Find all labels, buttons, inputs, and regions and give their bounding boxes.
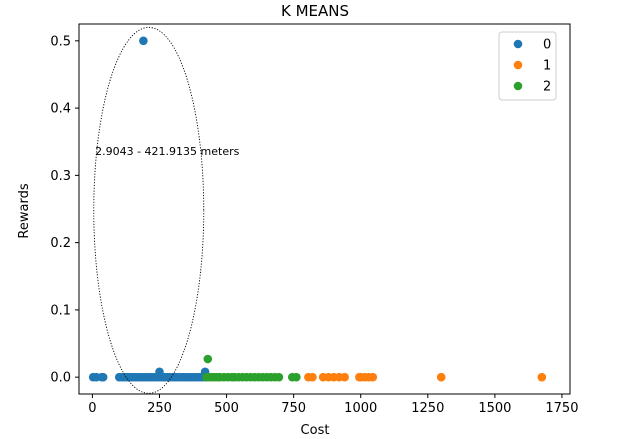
x-tick-label: 500	[214, 401, 239, 416]
legend-label-2: 2	[543, 80, 551, 95]
data-point-series-1-13	[537, 372, 547, 382]
legend-marker-1	[513, 60, 523, 70]
y-tick-label: 0.5	[50, 34, 71, 49]
data-point-series-0-37	[155, 367, 164, 377]
legend-marker-2	[513, 81, 523, 91]
legend-label-1: 1	[543, 59, 551, 74]
data-point-series-1-6	[340, 372, 349, 382]
data-point-series-0-39	[139, 36, 148, 46]
legend-label-0: 0	[543, 38, 551, 53]
x-tick-label: 750	[281, 401, 306, 416]
y-axis-label: Rewards	[17, 183, 32, 238]
data-point-series-1-11	[368, 372, 378, 382]
axes-frame	[78, 23, 571, 395]
annotation-ellipse	[93, 26, 205, 394]
y-tick-label: 0.2	[50, 236, 71, 251]
series-2	[202, 354, 301, 382]
x-tick-label: 0	[88, 401, 96, 416]
legend: 0 1 2	[498, 31, 557, 101]
legend-marker-0	[513, 39, 523, 49]
annotation-text: 2.9043 - 421.9135 meters	[95, 145, 240, 158]
y-tick-label: 0.1	[50, 303, 71, 318]
data-point-series-0-3	[98, 372, 108, 382]
y-tick-label: 0.0	[50, 371, 71, 386]
y-tick-label: 0.3	[50, 169, 71, 184]
legend-box	[498, 31, 557, 101]
data-point-series-2-21	[274, 372, 284, 382]
y-tick-label: 0.4	[50, 102, 71, 117]
x-tick-label: 250	[147, 401, 172, 416]
data-point-series-2-23	[292, 372, 301, 382]
x-tick-label: 1750	[545, 401, 578, 416]
data-point-series-1-1	[308, 372, 317, 382]
x-tick-label: 1500	[478, 401, 511, 416]
data-point-series-1-12	[436, 372, 446, 382]
series-1	[304, 372, 547, 382]
chart-title: K MEANS	[281, 2, 349, 20]
x-axis-label: Cost	[301, 423, 330, 438]
x-tick-label: 1250	[411, 401, 444, 416]
x-tick-label: 1000	[344, 401, 377, 416]
data-point-series-2-0	[203, 354, 213, 364]
